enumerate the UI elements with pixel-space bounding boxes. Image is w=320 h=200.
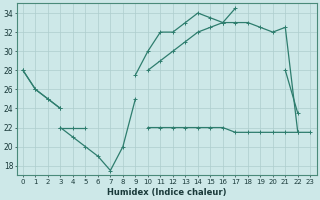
- X-axis label: Humidex (Indice chaleur): Humidex (Indice chaleur): [107, 188, 226, 197]
